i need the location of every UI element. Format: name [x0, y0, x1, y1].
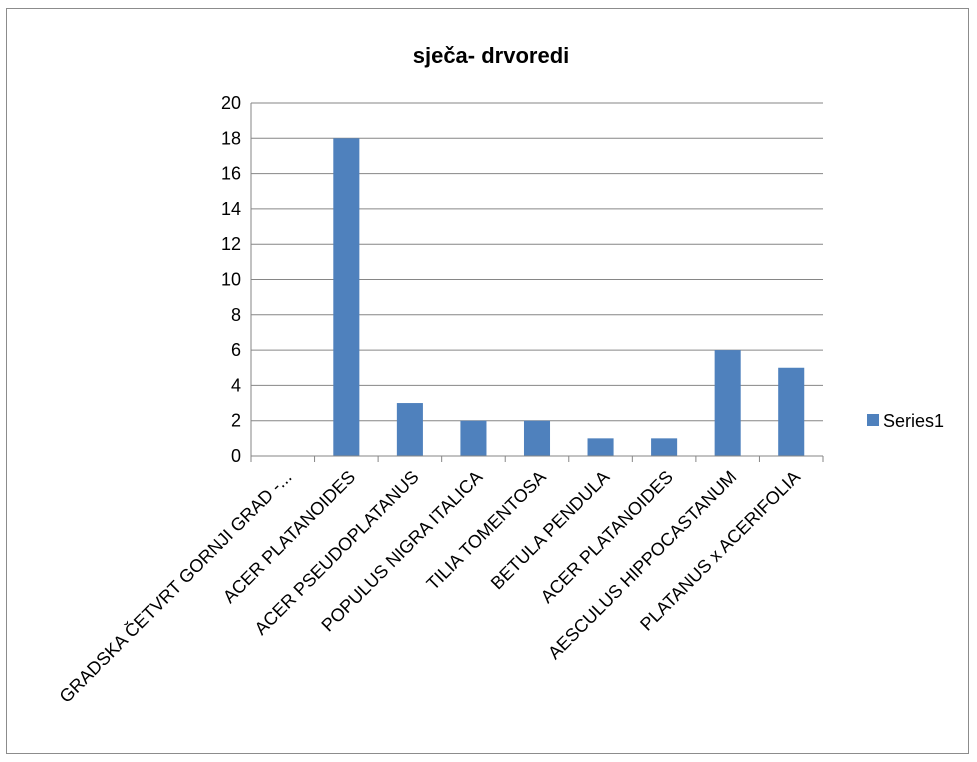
y-tick-label: 2	[231, 411, 241, 431]
bar	[333, 138, 360, 457]
category-labels: GRADSKA ČETVRT GORNJI GRAD -...ACER PLAT…	[55, 466, 804, 707]
chart-title: sječa- drvoredi	[413, 43, 570, 68]
y-tick-label: 4	[231, 375, 241, 395]
bar	[523, 420, 551, 456]
y-tick-label: 8	[231, 305, 241, 325]
y-tick-label: 20	[221, 93, 241, 113]
x-category-label: TILIA TOMENTOSA	[423, 467, 550, 594]
bar	[651, 438, 678, 456]
legend: Series1	[867, 411, 944, 431]
x-category-label: GRADSKA ČETVRT GORNJI GRAD -...	[55, 466, 296, 707]
bar-chart: sječa- drvoredi 0 2 4 6 8 10 12 14 16 18 20 GRADSK…	[55, 43, 944, 707]
y-tick-label: 6	[231, 340, 241, 360]
legend-swatch	[867, 414, 879, 426]
x-axis	[250, 103, 824, 462]
bar	[396, 403, 423, 456]
y-tick-label: 0	[231, 446, 241, 466]
y-tick-label: 10	[221, 270, 241, 290]
y-tick-label: 12	[221, 234, 241, 254]
bar	[778, 367, 805, 456]
chart-frame: sječa- drvoredi 0 2 4 6 8 10 12 14 16 18 20 GRADSK…	[6, 8, 969, 754]
y-tick-label: 18	[221, 128, 241, 148]
x-category-label: BETULA PENDULA	[487, 467, 614, 594]
bar	[714, 350, 741, 456]
bar	[587, 438, 614, 456]
bar	[460, 420, 487, 456]
y-tick-label: 16	[221, 164, 241, 184]
y-axis-ticks: 0 2 4 6 8 10 12 14 16 18 20	[221, 93, 241, 466]
bars	[333, 138, 805, 457]
legend-label-series1: Series1	[883, 411, 944, 431]
y-tick-label: 14	[221, 199, 241, 219]
